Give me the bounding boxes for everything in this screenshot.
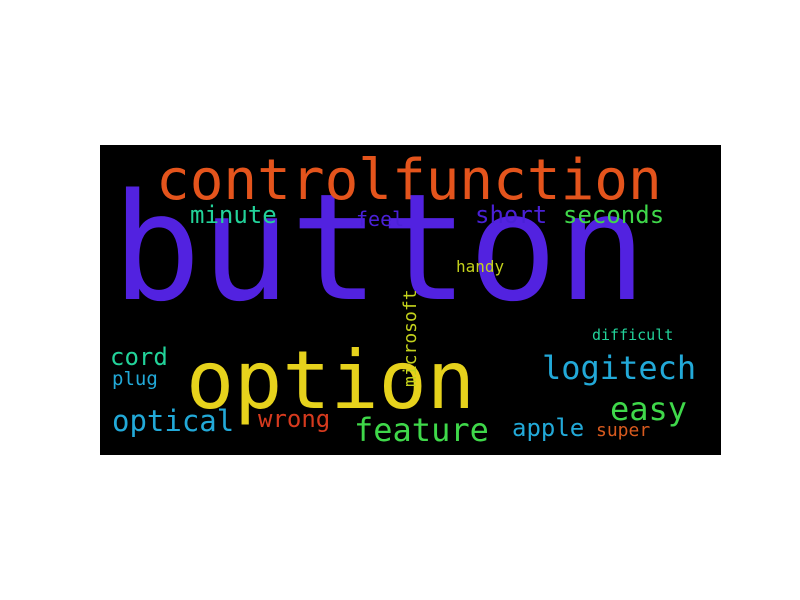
word-logitech: logitech [542,349,697,387]
word-easy: easy [610,390,688,428]
word-button: button [112,162,647,334]
word-cloud-canvas: button controlfunction option minute fee… [100,145,721,455]
word-minute: minute [190,201,277,229]
word-feel: feel [356,207,405,231]
word-cord: cord [110,343,168,371]
word-apple: apple [512,414,585,442]
word-controlfunction: controlfunction [156,148,662,213]
word-plug: plug [112,368,158,390]
word-optical: optical [112,404,235,438]
word-microsoft: microsoft [400,289,421,387]
word-wrong: wrong [258,405,331,433]
word-short: short [475,201,548,229]
word-handy: handy [456,257,505,276]
word-feature: feature [354,411,489,449]
word-option: option [186,334,475,427]
word-difficult: difficult [592,326,674,344]
word-super: super [596,420,651,441]
word-seconds: seconds [563,201,665,229]
